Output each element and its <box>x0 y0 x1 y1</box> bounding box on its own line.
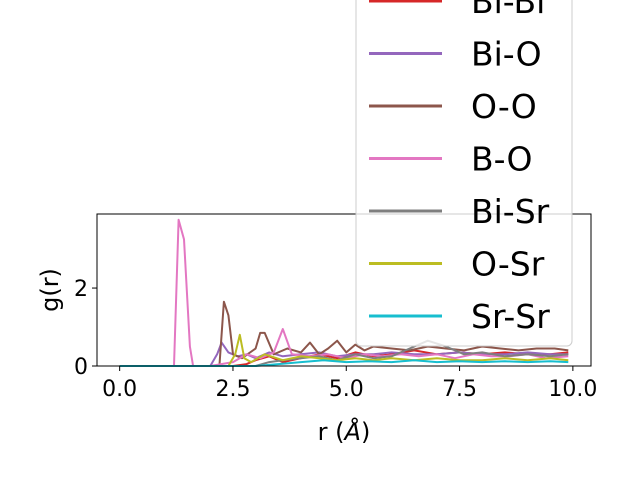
y-axis-label: g(r) <box>36 268 64 312</box>
x-tick-label: 5.0 <box>329 377 364 402</box>
legend-label-o-sr: O-Sr <box>471 245 545 284</box>
x-tick-label: 0.0 <box>102 377 137 402</box>
legend: Bi-Bi Bi-O O-O B-O Bi-Sr O-Sr Sr-Sr <box>355 0 573 347</box>
legend-label-bi-bi: Bi-Bi <box>471 0 545 21</box>
legend-label-b-o: B-O <box>471 140 532 179</box>
x-axis-label-text: r ( <box>318 418 345 446</box>
y-tick-label: 2 <box>74 277 88 302</box>
series-line-sr-sr <box>119 359 569 367</box>
x-axis-label: r (Å) <box>318 417 371 446</box>
y-axis: 02 <box>74 277 97 380</box>
legend-frame <box>355 0 573 347</box>
x-tick-label: 7.5 <box>442 377 477 402</box>
legend-label-sr-sr: Sr-Sr <box>471 297 550 336</box>
y-tick-label: 0 <box>74 355 88 380</box>
legend-label-o-o: O-O <box>471 87 537 126</box>
x-axis: 0.0 2.5 5.0 7.5 10.0 <box>102 366 597 402</box>
legend-label-bi-o: Bi-O <box>471 35 542 74</box>
axes-border <box>96 213 592 367</box>
x-tick-label: 10.0 <box>548 377 597 402</box>
x-tick-label: 2.5 <box>215 377 250 402</box>
x-axis-label-unit: Å <box>343 417 361 446</box>
legend-label-bi-sr: Bi-Sr <box>471 192 550 231</box>
series-line-o-sr <box>119 333 569 367</box>
x-axis-label-close: ) <box>361 418 370 446</box>
series-layer <box>119 218 569 367</box>
